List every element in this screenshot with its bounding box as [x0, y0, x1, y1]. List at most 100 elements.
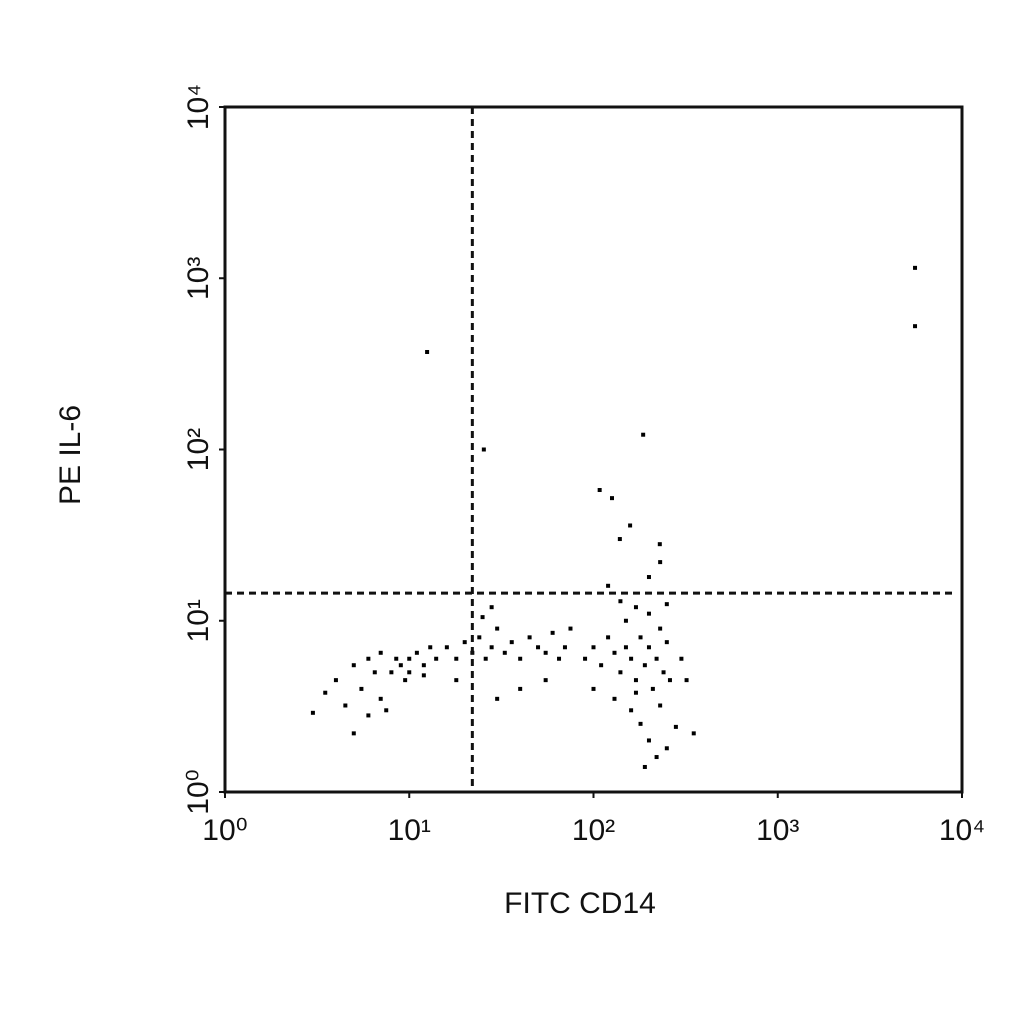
data-point	[641, 432, 646, 437]
x-tick-label: 10²	[572, 814, 615, 847]
data-point	[407, 656, 412, 661]
data-point	[658, 703, 663, 708]
data-point	[623, 645, 628, 650]
data-point	[628, 523, 633, 528]
data-point	[646, 611, 651, 616]
data-point	[372, 670, 377, 675]
data-point	[583, 656, 588, 661]
data-point	[425, 349, 430, 354]
data-point	[389, 670, 394, 675]
data-point	[568, 626, 573, 631]
data-point	[646, 738, 651, 743]
data-point	[333, 678, 338, 683]
data-point	[366, 713, 371, 718]
data-point	[378, 650, 383, 655]
data-point	[454, 656, 459, 661]
data-point	[618, 599, 623, 604]
data-point	[543, 678, 548, 683]
data-point	[606, 635, 611, 640]
x-tick-label: 10⁰	[202, 814, 247, 847]
data-point	[664, 640, 669, 645]
data-point	[658, 560, 663, 565]
data-point	[384, 708, 389, 713]
data-point	[421, 673, 426, 678]
x-axis-label: FITC CD14	[504, 887, 656, 920]
x-tick-label: 10¹	[388, 814, 431, 847]
y-tick-label: 10⁴	[182, 84, 215, 130]
data-point	[684, 678, 689, 683]
data-point	[646, 645, 651, 650]
data-point	[323, 690, 328, 695]
data-point	[691, 731, 696, 736]
data-point	[483, 656, 488, 661]
data-point	[444, 645, 449, 650]
data-point	[351, 731, 356, 736]
y-tick-label: 10⁰	[182, 769, 215, 814]
data-point	[481, 447, 486, 452]
data-point	[495, 696, 500, 701]
data-point	[638, 635, 643, 640]
data-point	[509, 640, 514, 645]
data-point	[366, 656, 371, 661]
data-point	[489, 605, 494, 610]
data-point	[394, 656, 399, 661]
data-point	[414, 650, 419, 655]
data-point	[310, 710, 315, 715]
data-point	[403, 678, 408, 683]
y-tick-label: 10³	[182, 257, 215, 300]
x-tick-label: 10³	[756, 814, 799, 847]
data-point	[480, 615, 485, 620]
data-point	[477, 635, 482, 640]
data-point	[518, 656, 523, 661]
data-point	[421, 663, 426, 668]
data-point	[359, 686, 364, 691]
data-point	[495, 626, 500, 631]
data-point	[536, 645, 541, 650]
data-point	[543, 650, 548, 655]
data-point	[378, 696, 383, 701]
data-point	[591, 645, 596, 650]
data-point	[642, 663, 647, 668]
data-point	[664, 746, 669, 751]
data-point	[638, 721, 643, 726]
data-point	[518, 686, 523, 691]
data-point	[527, 635, 532, 640]
data-point	[599, 663, 604, 668]
data-point	[351, 663, 356, 668]
data-point	[654, 755, 659, 760]
data-point	[597, 488, 602, 493]
data-point	[428, 645, 433, 650]
data-point	[623, 618, 628, 623]
data-point	[646, 575, 651, 580]
data-point	[550, 630, 555, 635]
data-point	[591, 686, 596, 691]
data-point	[642, 764, 647, 769]
data-point	[434, 656, 439, 661]
data-point	[557, 656, 562, 661]
data-point	[407, 670, 412, 675]
data-point	[502, 650, 507, 655]
data-point	[664, 602, 669, 607]
data-point	[609, 496, 614, 501]
data-point	[913, 324, 918, 329]
data-point	[633, 678, 638, 683]
data-point	[658, 626, 663, 631]
data-point	[629, 656, 634, 661]
y-axis-label: PE IL-6	[54, 405, 87, 505]
data-point	[398, 663, 403, 668]
data-point	[562, 645, 567, 650]
data-point	[657, 542, 662, 547]
x-tick-label: 10⁴	[939, 814, 985, 847]
data-point	[462, 640, 467, 645]
data-point	[661, 670, 666, 675]
data-point	[667, 678, 672, 683]
plot-frame	[223, 105, 964, 794]
data-point	[633, 605, 638, 610]
data-point	[913, 265, 918, 270]
data-point	[618, 670, 623, 675]
data-point	[633, 690, 638, 695]
data-point	[654, 656, 659, 661]
y-tick-label: 10²	[182, 428, 215, 471]
data-point	[617, 537, 622, 542]
data-point	[612, 650, 617, 655]
